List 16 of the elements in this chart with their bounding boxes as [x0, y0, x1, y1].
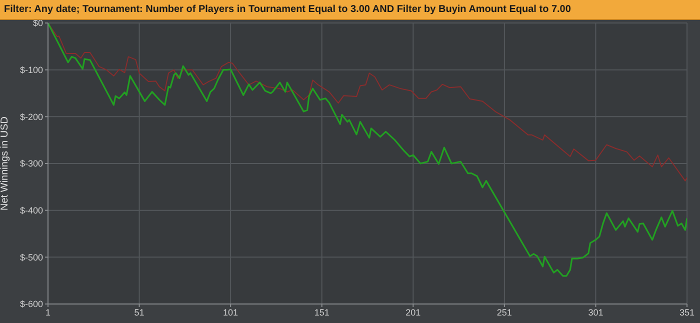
x-tick-label: 351 — [679, 307, 695, 318]
x-tick-label: 101 — [223, 307, 238, 318]
y-tick-label: $-200 — [20, 112, 43, 122]
x-tick-label: 51 — [134, 307, 144, 318]
y-axis-title: Net Winnings in USD — [0, 116, 11, 210]
x-tick-label: 151 — [314, 307, 330, 318]
chart-title: Filter: Any date; Tournament: Number of Players in Tournament Equal to 3.00 AND Filter by Buyin Amount Equal to 7.00 — [0, 0, 700, 20]
y-tick-label: $-600 — [20, 299, 43, 310]
x-tick-label: 201 — [406, 307, 421, 318]
y-tick-label: $-500 — [20, 252, 43, 262]
y-tick-label: $-300 — [20, 158, 43, 169]
x-tick-label: 301 — [588, 307, 604, 318]
x-tick-label: 251 — [496, 307, 512, 318]
y-tick-label: $-100 — [20, 65, 43, 76]
y-tick-label: $-400 — [20, 206, 43, 216]
x-tick-label: 1 — [45, 307, 51, 318]
